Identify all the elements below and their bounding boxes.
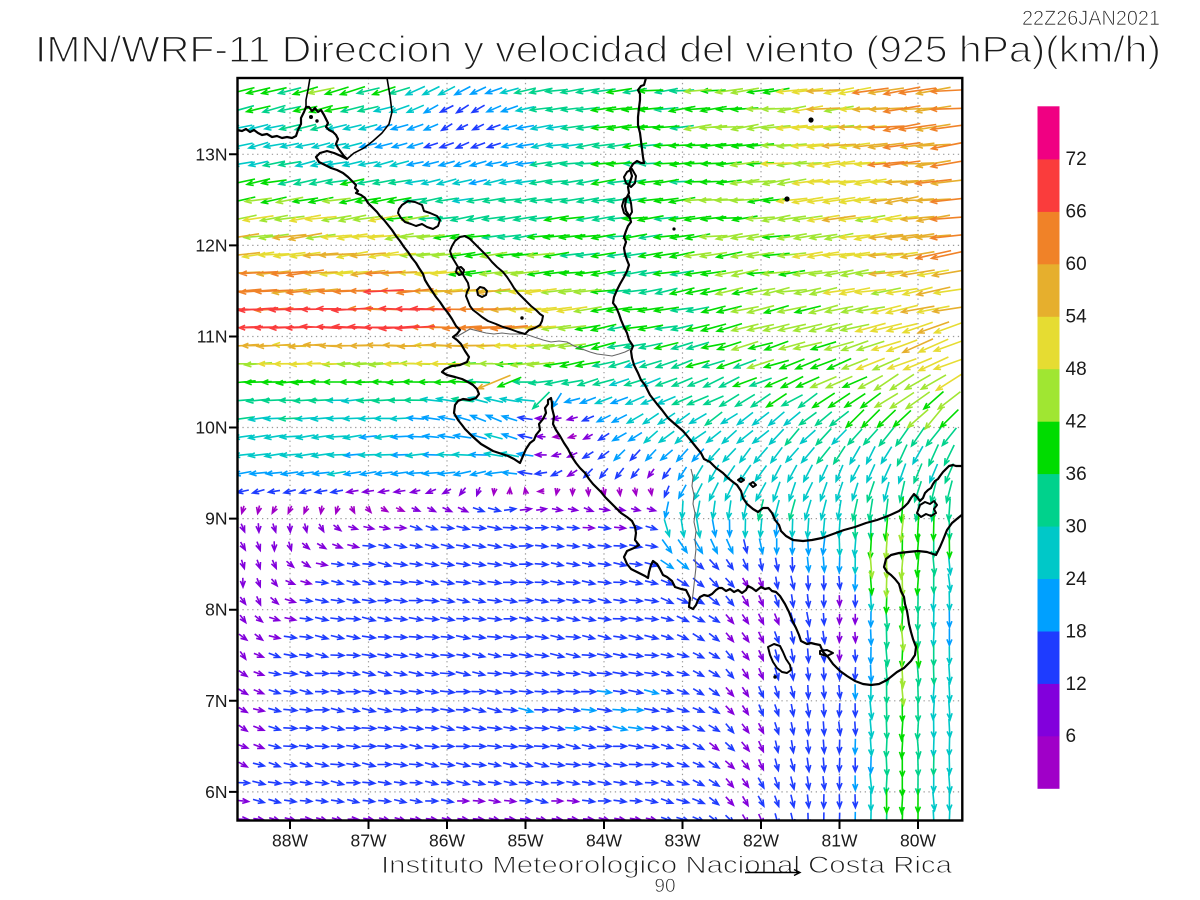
- svg-text:18: 18: [1066, 621, 1087, 642]
- svg-text:72: 72: [1066, 149, 1087, 170]
- svg-text:13N: 13N: [195, 144, 227, 164]
- svg-text:66: 66: [1066, 202, 1087, 223]
- svg-text:48: 48: [1066, 359, 1087, 380]
- svg-text:84W: 84W: [586, 831, 622, 851]
- svg-text:8N: 8N: [205, 600, 227, 620]
- svg-text:90: 90: [654, 876, 675, 897]
- svg-text:9N: 9N: [205, 509, 227, 529]
- svg-text:85W: 85W: [508, 831, 544, 851]
- svg-text:86W: 86W: [429, 831, 465, 851]
- svg-text:11N: 11N: [197, 327, 228, 347]
- svg-text:83W: 83W: [665, 831, 701, 851]
- svg-text:6N: 6N: [205, 782, 227, 802]
- svg-text:82W: 82W: [743, 831, 779, 851]
- svg-text:30: 30: [1066, 516, 1087, 537]
- svg-text:Instituto Meteorologico Nacion: Instituto Meteorologico Nacional Costa R…: [381, 852, 953, 879]
- svg-text:12N: 12N: [195, 235, 227, 255]
- svg-text:IMN/WRF-11 Direccion y velocid: IMN/WRF-11 Direccion y velocidad del vie…: [35, 29, 1161, 70]
- svg-text:12: 12: [1066, 674, 1087, 695]
- svg-text:7N: 7N: [205, 691, 227, 711]
- svg-text:60: 60: [1066, 254, 1087, 275]
- svg-text:87W: 87W: [351, 831, 387, 851]
- svg-text:80W: 80W: [900, 831, 936, 851]
- svg-text:22Z26JAN2021: 22Z26JAN2021: [1022, 6, 1160, 30]
- svg-text:54: 54: [1066, 307, 1088, 328]
- svg-text:10N: 10N: [195, 418, 227, 438]
- svg-text:42: 42: [1066, 412, 1087, 433]
- svg-text:36: 36: [1066, 464, 1087, 485]
- svg-text:88W: 88W: [272, 831, 308, 851]
- svg-text:6: 6: [1066, 726, 1077, 747]
- svg-text:24: 24: [1066, 569, 1088, 590]
- svg-text:81W: 81W: [822, 831, 858, 851]
